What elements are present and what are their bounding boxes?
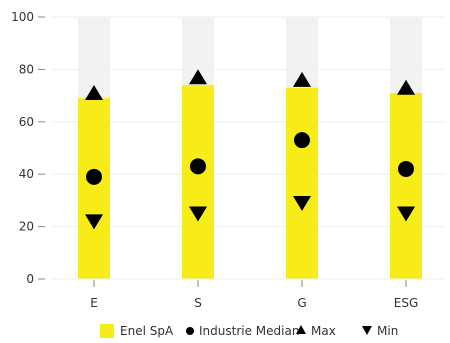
- bar-esg: [390, 92, 422, 279]
- bar-e: [78, 98, 110, 279]
- y-tick-label: 40: [19, 167, 34, 181]
- y-tick-label: 100: [11, 10, 34, 24]
- legend-circle-icon: [186, 327, 194, 335]
- legend-label: Enel SpA: [120, 324, 174, 338]
- grid-lines: [52, 16, 445, 228]
- bar-s: [182, 85, 214, 280]
- median-marker: [398, 160, 414, 177]
- legend-swatch-bar: [100, 324, 114, 338]
- max-marker: [397, 79, 415, 95]
- min-marker: [293, 196, 311, 212]
- y-tick-label: 80: [19, 62, 34, 76]
- x-tick-label: S: [194, 296, 202, 310]
- bar-g: [286, 87, 318, 280]
- y-tick-label: 60: [19, 115, 34, 129]
- min-marker: [189, 206, 207, 222]
- legend-triangle-up-icon: [296, 325, 306, 334]
- legend-label: Industrie Median: [199, 324, 299, 338]
- y-tick-label: 0: [26, 272, 34, 286]
- legend-label: Max: [311, 324, 336, 338]
- min-marker: [85, 214, 103, 230]
- legend-triangle-down-icon: [362, 326, 372, 335]
- x-tick-label: E: [90, 296, 98, 310]
- y-tick-label: 20: [19, 220, 34, 234]
- data-bars: [78, 85, 422, 280]
- median-marker: [294, 132, 310, 149]
- max-marker: [85, 84, 103, 100]
- min-marker: [397, 206, 415, 222]
- max-marker: [189, 69, 207, 85]
- median-marker: [86, 168, 102, 185]
- background-bars: [78, 17, 422, 279]
- x-tick-label: G: [297, 296, 306, 310]
- median-marker: [190, 158, 206, 175]
- legend-label: Min: [377, 324, 398, 338]
- x-tick-label: ESG: [394, 296, 419, 310]
- legend: Enel SpA Industrie Median Max Min: [100, 324, 398, 338]
- data-markers: [85, 69, 415, 230]
- max-marker: [293, 71, 311, 87]
